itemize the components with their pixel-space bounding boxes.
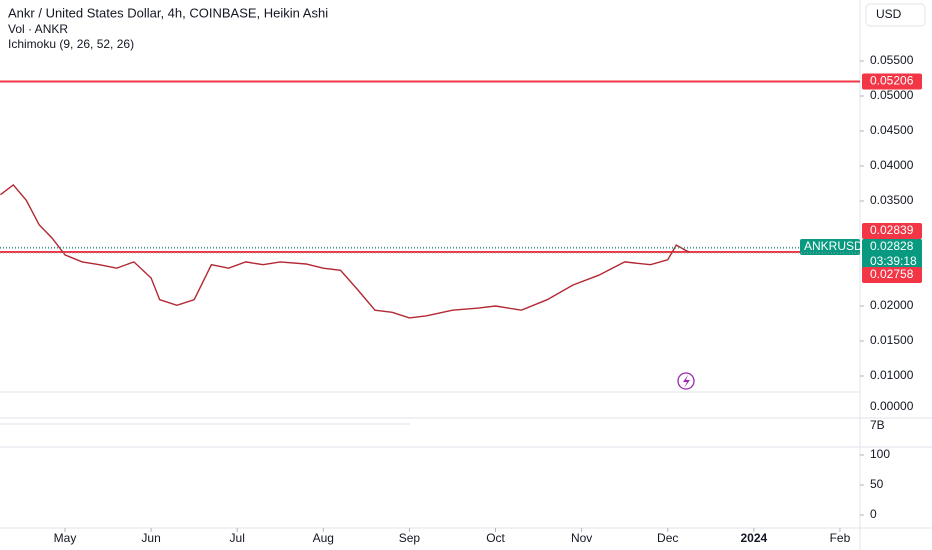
- price-line: [0, 183, 690, 319]
- price-tag-label: 0.02758: [870, 267, 914, 281]
- x-tick-label: Sep: [399, 531, 421, 545]
- symbol-tag-label: ANKRUSD: [804, 239, 863, 253]
- price-tag: [862, 267, 922, 283]
- y-tick-label: 0.03500: [870, 193, 914, 207]
- currency-label: USD: [876, 7, 902, 21]
- y-tick-label: 0.01000: [870, 368, 914, 382]
- price-tag: [862, 223, 922, 239]
- x-tick-label: Dec: [657, 531, 678, 545]
- x-tick-label: Oct: [486, 531, 505, 545]
- x-tick-label: Aug: [313, 531, 334, 545]
- y-tick-label: 0.02000: [870, 298, 914, 312]
- price-tag: [862, 239, 922, 270]
- y-tick-label: 0.04500: [870, 123, 914, 137]
- price-tag-label: 0.02839: [870, 223, 914, 237]
- indicator-label: Ichimoku (9, 26, 52, 26): [8, 37, 134, 51]
- y-tick-label: 0.05500: [870, 53, 914, 67]
- countdown-label: 03:39:18: [870, 254, 917, 268]
- chart-title: Ankr / United States Dollar, 4h, COINBAS…: [8, 5, 328, 20]
- x-tick-label: Feb: [830, 531, 851, 545]
- oscillator-tick-label: 100: [870, 447, 890, 461]
- oscillator-tick-label: 50: [870, 477, 884, 491]
- alert-bolt: [683, 375, 690, 388]
- x-tick-label: Jul: [230, 531, 245, 545]
- x-tick-label: May: [54, 531, 77, 545]
- y-tick-label: 0.04000: [870, 158, 914, 172]
- x-tick-label: Jun: [141, 531, 160, 545]
- oscillator-tick-label: 0: [870, 507, 877, 521]
- price-tag-label: 0.05206: [870, 74, 914, 88]
- pane-axis-label: 0.00000: [870, 399, 914, 413]
- indicator-label: Vol · ANKR: [8, 22, 68, 36]
- currency-button[interactable]: [865, 3, 926, 27]
- symbol-tag: [800, 239, 860, 255]
- y-tick-label: 0.01500: [870, 333, 914, 347]
- x-tick-label: Nov: [571, 531, 592, 545]
- x-tick-label: 2024: [740, 531, 767, 545]
- y-tick-label: 0.05000: [870, 88, 914, 102]
- price-tag: [862, 73, 922, 90]
- price-tag-label: 0.02828: [870, 239, 914, 253]
- pane-axis-label: 7B: [870, 418, 885, 432]
